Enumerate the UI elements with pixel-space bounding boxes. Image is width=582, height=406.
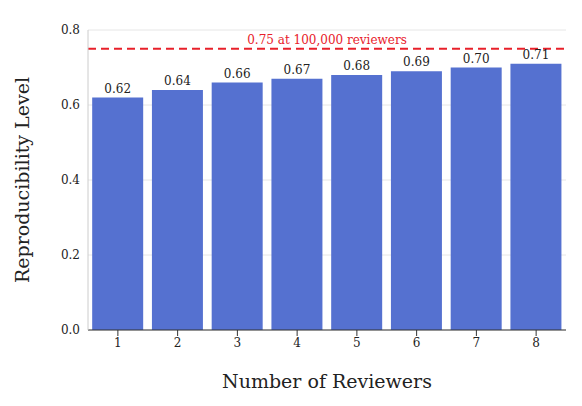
svg-text:4: 4 xyxy=(293,336,301,350)
svg-text:0.69: 0.69 xyxy=(403,55,430,69)
svg-text:7: 7 xyxy=(473,336,481,350)
svg-text:0.64: 0.64 xyxy=(164,74,191,88)
svg-text:3: 3 xyxy=(234,336,242,350)
svg-text:0.71: 0.71 xyxy=(523,48,550,62)
svg-text:Number of Reviewers: Number of Reviewers xyxy=(222,370,432,392)
svg-text:0.75 at 100,000 reviewers: 0.75 at 100,000 reviewers xyxy=(247,33,407,47)
svg-text:Reproducibility Level: Reproducibility Level xyxy=(11,77,33,283)
svg-text:0.2: 0.2 xyxy=(61,248,80,262)
svg-text:5: 5 xyxy=(353,336,361,350)
svg-text:0.4: 0.4 xyxy=(61,173,80,187)
svg-text:2: 2 xyxy=(174,336,182,350)
svg-text:0.0: 0.0 xyxy=(61,323,80,337)
svg-text:0.70: 0.70 xyxy=(463,52,490,66)
svg-text:0.8: 0.8 xyxy=(61,23,80,37)
svg-text:1: 1 xyxy=(114,336,122,350)
svg-text:0.6: 0.6 xyxy=(61,98,80,112)
svg-text:6: 6 xyxy=(413,336,421,350)
svg-text:0.62: 0.62 xyxy=(104,82,131,96)
svg-text:8: 8 xyxy=(532,336,540,350)
svg-text:0.66: 0.66 xyxy=(224,67,251,81)
svg-text:0.67: 0.67 xyxy=(284,63,311,77)
svg-text:0.68: 0.68 xyxy=(343,59,370,73)
